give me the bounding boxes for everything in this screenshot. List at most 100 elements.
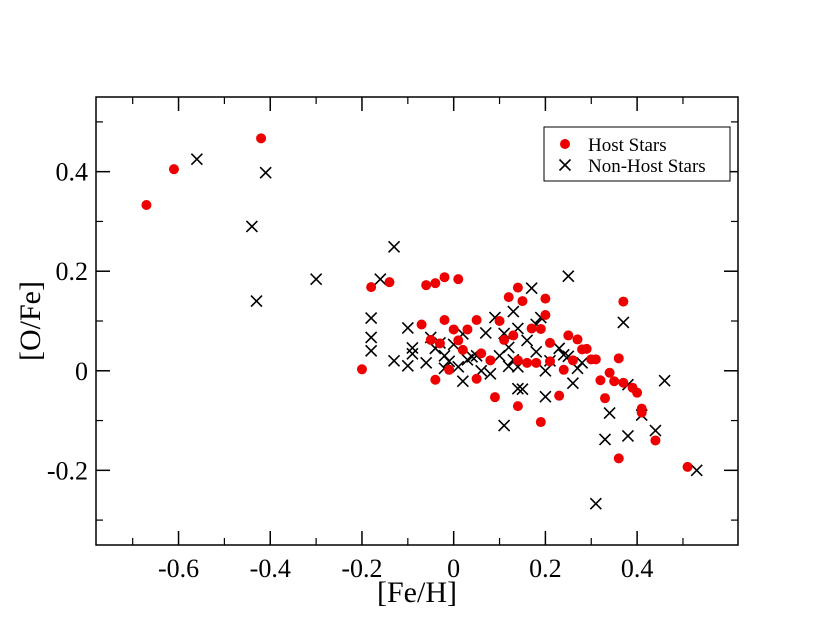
non-host-star-point: [365, 331, 378, 344]
legend-box: [543, 126, 731, 182]
host-star-point: [581, 343, 592, 354]
host-star-point: [485, 355, 496, 366]
non-host-star-point: [617, 316, 630, 329]
legend: Host Stars Non-Host Stars: [543, 126, 731, 182]
non-host-star-point: [388, 354, 401, 367]
host-star-point: [448, 324, 459, 335]
host-star-point: [453, 335, 464, 346]
host-star-point: [366, 282, 377, 293]
host-star-point: [531, 357, 542, 368]
host-star-point: [168, 164, 179, 175]
host-star-point: [512, 401, 523, 412]
host-star-point: [384, 277, 395, 288]
non-host-star-point: [511, 382, 524, 395]
y-tick-label: 0.2: [56, 257, 89, 286]
x-tick-label: 0.2: [529, 554, 562, 583]
x-tick-label: -0.2: [341, 554, 382, 583]
host-star-point: [540, 293, 551, 304]
host-star-point: [416, 319, 427, 330]
host-star-point: [590, 354, 601, 365]
host-star-point: [494, 316, 505, 326]
data-points: [141, 133, 703, 510]
host-star-point: [471, 315, 482, 326]
host-star-point: [595, 375, 606, 386]
non-host-star-point: [479, 326, 492, 340]
non-host-star-point: [520, 334, 534, 347]
host-star-point: [430, 374, 441, 385]
non-host-star-point: [388, 240, 401, 253]
x-tick-label: -0.4: [250, 554, 291, 583]
host-star-point: [636, 407, 647, 418]
x-tick-label: -0.6: [158, 554, 199, 583]
y-tick-label: -0.2: [47, 456, 88, 485]
host-star-point: [457, 344, 468, 355]
host-star-point: [609, 376, 620, 387]
y-tick-label: 0.4: [56, 158, 89, 187]
host-star-point: [563, 330, 574, 341]
host-star-point: [453, 274, 464, 285]
host-star-point: [572, 334, 583, 345]
non-host-star-point: [310, 273, 323, 286]
host-star-point: [462, 324, 473, 335]
y-tick-labels: -0.2 0 0.2 0.4: [47, 158, 88, 486]
legend-x-glyph: [558, 158, 572, 172]
host-star-point: [499, 334, 510, 345]
host-star-point: [544, 337, 555, 348]
non-host-star-point: [401, 359, 414, 372]
host-star-point: [512, 355, 523, 366]
non-host-star-point: [443, 355, 456, 368]
non-host-star-point: [406, 347, 419, 360]
host-star-point: [439, 315, 450, 326]
host-star-point: [544, 356, 555, 367]
x-tick-label: 0: [447, 554, 460, 583]
host-star-point: [554, 390, 565, 401]
host-star-point: [613, 353, 624, 364]
host-star-point: [439, 272, 450, 283]
host-star-point: [650, 435, 661, 446]
y-tick-label: 0: [75, 357, 88, 386]
non-host-star-point: [190, 153, 203, 166]
legend-host-marker: [560, 139, 570, 149]
host-star-point: [471, 373, 482, 384]
host-star-point: [540, 310, 551, 321]
non-host-star-point: [603, 407, 616, 420]
non-host-star-point: [621, 429, 635, 443]
legend-nonhost-marker: [558, 158, 572, 172]
x-tick-label: 0.4: [621, 554, 654, 583]
non-host-star-point: [530, 345, 543, 358]
non-host-star-point: [365, 344, 378, 357]
host-star-point: [618, 377, 629, 388]
non-host-star-point: [507, 305, 520, 318]
host-star-point: [425, 334, 436, 345]
non-host-star-point: [539, 364, 552, 377]
non-host-star-point: [245, 220, 258, 233]
non-host-star-point: [576, 356, 589, 369]
host-star-point: [535, 417, 546, 428]
host-star-point: [444, 364, 455, 375]
host-star-point: [503, 292, 514, 303]
non-host-star-point: [553, 342, 566, 355]
host-star-point: [682, 461, 693, 472]
non-host-star-point: [525, 282, 538, 295]
x-axis-label: [Fe/H]: [377, 576, 457, 609]
non-host-star-point: [406, 341, 419, 354]
host-star-point: [141, 200, 152, 211]
non-host-star-point: [658, 374, 671, 387]
host-star-point: [356, 364, 367, 375]
y-axis-label: [O/Fe]: [14, 281, 47, 361]
host-star-point: [430, 278, 441, 289]
legend-nonhost-label: Non-Host Stars: [588, 156, 706, 177]
host-star-point: [613, 453, 624, 464]
host-star-point: [489, 392, 500, 403]
non-host-star-point: [539, 390, 552, 403]
non-host-star-point: [566, 377, 579, 390]
non-host-star-point: [456, 375, 469, 388]
host-star-point: [421, 280, 432, 291]
non-host-star-point: [259, 166, 272, 179]
non-host-star-point: [649, 424, 662, 437]
non-host-star-point: [598, 433, 612, 446]
host-star-point: [508, 330, 519, 341]
host-star-point: [512, 282, 523, 293]
host-star-point: [558, 364, 569, 375]
